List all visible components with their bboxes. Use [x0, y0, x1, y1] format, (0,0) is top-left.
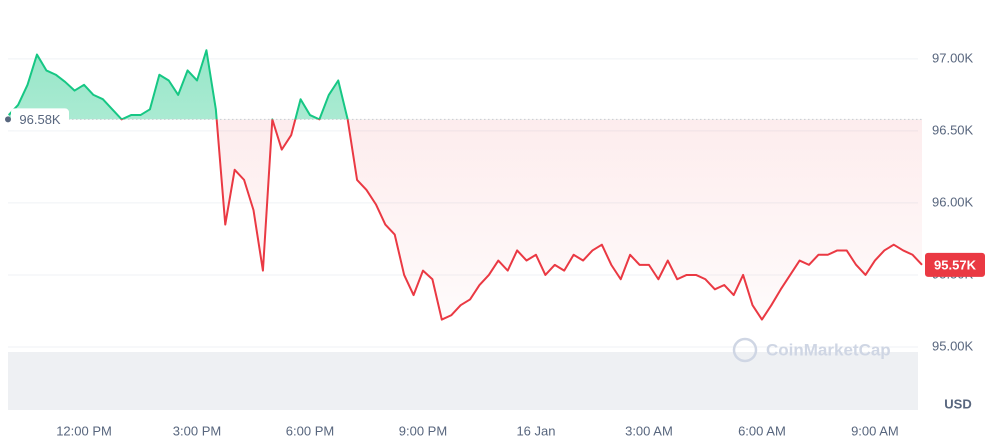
x-tick-label: 6:00 PM — [286, 423, 334, 438]
watermark: CoinMarketCap — [766, 340, 891, 359]
y-tick-label: 96.50K — [932, 122, 974, 137]
area-up — [8, 50, 348, 120]
last-price-box — [925, 252, 985, 277]
x-tick-label: 3:00 AM — [625, 423, 673, 438]
watermark-group: CoinMarketCap — [732, 337, 891, 363]
x-tick-label: 6:00 AM — [738, 423, 786, 438]
x-tick-label: 9:00 PM — [399, 423, 447, 438]
baseline-dot — [5, 116, 11, 123]
price-line-down — [120, 119, 923, 321]
x-tick-label: 3:00 PM — [173, 423, 221, 438]
x-tick-label: 16 Jan — [516, 423, 555, 438]
y-unit: USD — [944, 396, 971, 411]
price-line-up — [7, 49, 349, 120]
watermark-logo — [732, 337, 758, 363]
last-price-label: 95.57K — [934, 257, 977, 272]
y-tick-label: 96.00K — [932, 194, 974, 209]
x-tick-label: 12:00 PM — [56, 423, 112, 438]
area-down — [8, 119, 922, 320]
x-tick-label: 9:00 AM — [851, 423, 899, 438]
y-tick-label: 95.00K — [932, 338, 974, 353]
y-tick-label: 97.00K — [932, 50, 974, 65]
volume-area — [8, 352, 918, 410]
baseline-label-box — [11, 108, 69, 131]
baseline-label: 96.58K — [19, 112, 61, 127]
